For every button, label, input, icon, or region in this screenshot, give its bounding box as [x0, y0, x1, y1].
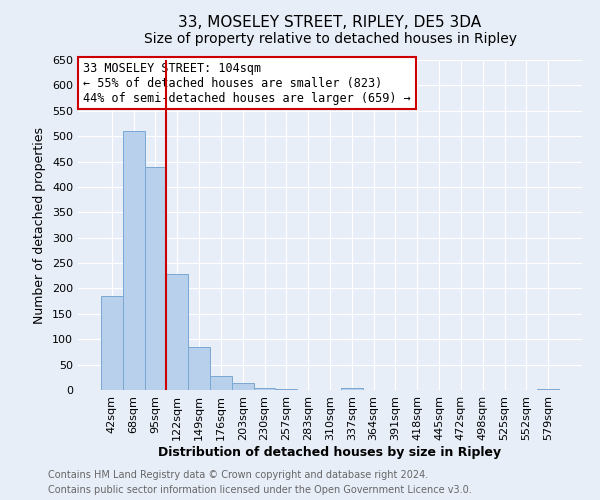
Bar	[166, 274, 188, 390]
Bar	[123, 131, 145, 390]
Bar	[275, 389, 297, 390]
X-axis label: Distribution of detached houses by size in Ripley: Distribution of detached houses by size …	[158, 446, 502, 458]
Text: Contains public sector information licensed under the Open Government Licence v3: Contains public sector information licen…	[48, 485, 472, 495]
Bar	[101, 296, 123, 390]
Text: Contains HM Land Registry data © Crown copyright and database right 2024.: Contains HM Land Registry data © Crown c…	[48, 470, 428, 480]
Bar	[232, 384, 254, 390]
Text: 33, MOSELEY STREET, RIPLEY, DE5 3DA: 33, MOSELEY STREET, RIPLEY, DE5 3DA	[178, 15, 482, 30]
Text: 33 MOSELEY STREET: 104sqm
← 55% of detached houses are smaller (823)
44% of semi: 33 MOSELEY STREET: 104sqm ← 55% of detac…	[83, 62, 411, 104]
Text: Size of property relative to detached houses in Ripley: Size of property relative to detached ho…	[143, 32, 517, 46]
Bar	[254, 388, 275, 390]
Y-axis label: Number of detached properties: Number of detached properties	[34, 126, 46, 324]
Bar	[210, 376, 232, 390]
Bar	[537, 389, 559, 390]
Bar	[341, 388, 363, 390]
Bar	[145, 166, 166, 390]
Bar	[188, 347, 210, 390]
